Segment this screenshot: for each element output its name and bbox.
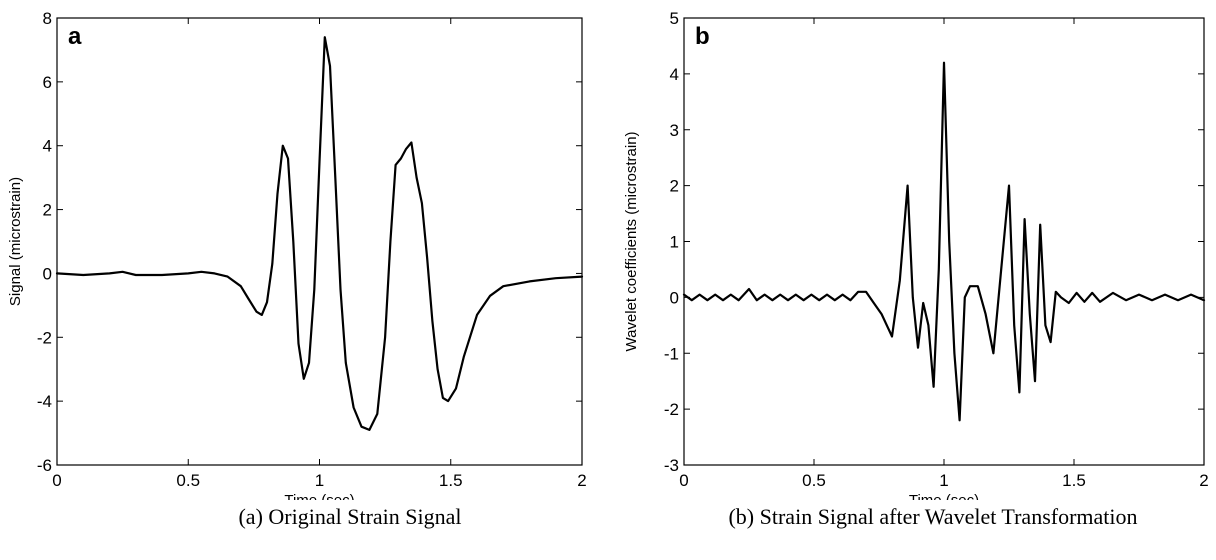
x-axis-label: Time (sec) [909,492,979,500]
y-tick-label: 0 [43,264,52,283]
panel-label: b [695,23,710,50]
y-axis-label: Wavelet coefficients (microstrain) [623,131,640,351]
caption-b: (b) Strain Signal after Wavelet Transfor… [728,504,1138,529]
y-tick-label: 1 [670,233,679,252]
y-tick-label: -6 [37,456,52,475]
x-tick-label: 0.5 [176,471,200,490]
chart-panel-a: 0 0.5 1 1.5 2 -6 -4 -2 0 2 4 6 8 Time (sec) Signal (mi… [7,9,587,500]
x-tick-label: 2 [577,471,586,490]
y-tick-label: 3 [670,121,679,140]
y-tick-label: 2 [670,177,679,196]
y-tick-label: 6 [43,73,52,92]
chart-panel-b: 0 0.5 1 1.5 2 -3 -2 -1 0 1 2 3 4 5 Time (sec) Wavelet c… [623,9,1209,500]
plot-area-frame [56,17,583,466]
y-tick-label: 4 [670,65,679,84]
y-tick-label: 0 [670,288,679,307]
y-tick-label: 2 [43,201,52,220]
y-tick-label: -1 [664,344,679,363]
x-tick-label: 0 [52,471,61,490]
x-tick-label: 1 [315,471,324,490]
y-axis-label: Signal (microstrain) [7,177,24,306]
x-tick-label: 0.5 [802,471,826,490]
y-tick-label: -3 [664,456,679,475]
series-line [682,61,1206,422]
x-tick-label: 1 [939,471,948,490]
y-tick-label: -2 [664,400,679,419]
caption-a: (a) Original Strain Signal [238,504,462,529]
x-tick-label: 0 [679,471,688,490]
y-tick-label: 4 [43,137,52,156]
x-tick-label: 2 [1199,471,1208,490]
x-tick-label: 1.5 [1062,471,1086,490]
x-tick-label: 1.5 [439,471,463,490]
y-tick-label: 5 [670,9,679,28]
panel-label: a [68,23,82,50]
y-tick-label: -2 [37,328,52,347]
series-line [55,36,584,431]
y-tick-label: 8 [43,9,52,28]
y-tick-label: -4 [37,392,52,411]
x-axis-label: Time (sec) [284,492,354,500]
